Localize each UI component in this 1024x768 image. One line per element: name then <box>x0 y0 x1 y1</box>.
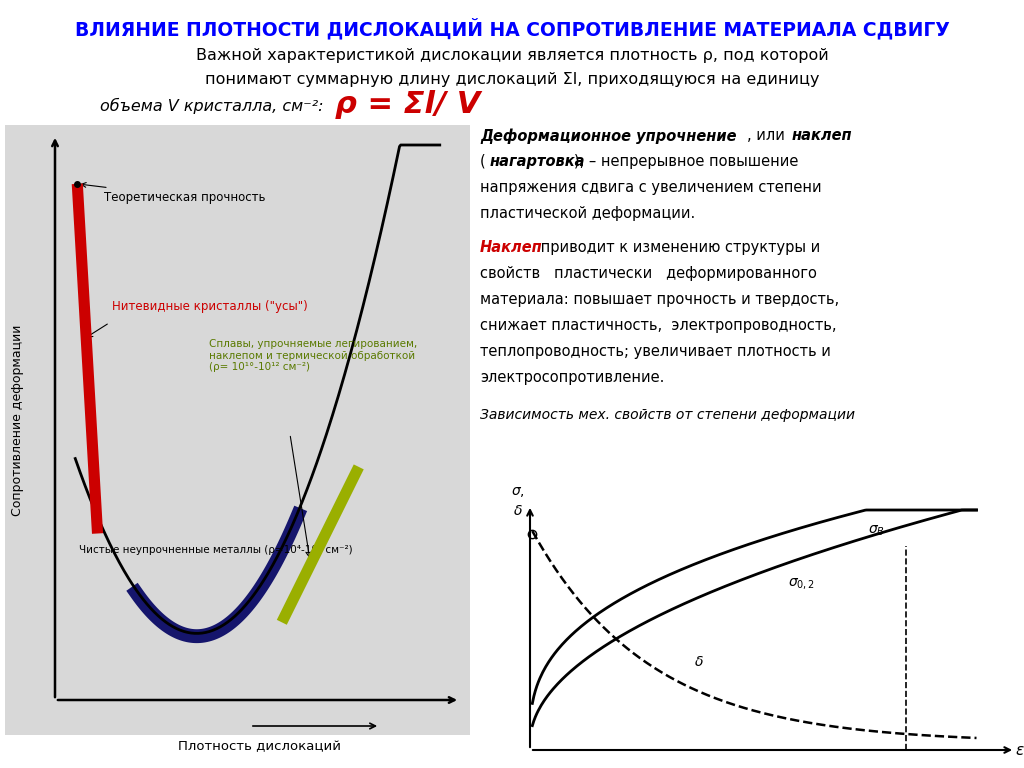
Text: ρ = Σl/ V: ρ = Σl/ V <box>335 90 480 119</box>
Text: $\delta$: $\delta$ <box>694 655 705 669</box>
Text: Наклеп: Наклеп <box>480 240 543 255</box>
Text: Сплавы, упрочняемые легированием,
наклепом и термической обработкой
(ρ= 10¹°-10¹: Сплавы, упрочняемые легированием, наклеп… <box>209 339 417 372</box>
Text: объема V кристалла, см⁻²:: объема V кристалла, см⁻²: <box>100 98 324 114</box>
Text: $\sigma_{0,2}$: $\sigma_{0,2}$ <box>788 578 816 592</box>
Text: $\sigma_B$: $\sigma_B$ <box>868 524 886 538</box>
Text: понимают суммарную длину дислокаций Σl, приходящуюся на единицу: понимают суммарную длину дислокаций Σl, … <box>205 72 819 87</box>
Text: ), – непрерывное повышение: ), – непрерывное повышение <box>574 154 799 169</box>
Text: напряжения сдвига с увеличением степени: напряжения сдвига с увеличением степени <box>480 180 821 195</box>
Text: Сопротивление деформации: Сопротивление деформации <box>11 324 25 515</box>
Text: нагартовка: нагартовка <box>490 154 586 169</box>
Text: $\delta$: $\delta$ <box>513 504 523 518</box>
Text: (: ( <box>480 154 485 169</box>
Text: Теоретическая прочность: Теоретическая прочность <box>81 183 265 204</box>
Text: свойств   пластически   деформированного: свойств пластически деформированного <box>480 266 817 281</box>
FancyBboxPatch shape <box>5 125 470 735</box>
Text: ВЛИЯНИЕ ПЛОТНОСТИ ДИСЛОКАЦИЙ НА СОПРОТИВЛЕНИЕ МАТЕРИАЛА СДВИГУ: ВЛИЯНИЕ ПЛОТНОСТИ ДИСЛОКАЦИЙ НА СОПРОТИВ… <box>75 18 949 39</box>
Text: электросопротивление.: электросопротивление. <box>480 370 665 385</box>
Text: материала: повышает прочность и твердость,: материала: повышает прочность и твердост… <box>480 292 839 307</box>
Text: наклеп: наклеп <box>792 128 853 143</box>
Text: $\sigma,$: $\sigma,$ <box>511 485 525 499</box>
Text: Зависимость мех. свойств от степени деформации: Зависимость мех. свойств от степени дефо… <box>480 408 855 422</box>
Text: пластической деформации.: пластической деформации. <box>480 206 695 221</box>
Text: Чистые неупрочненные металлы (ρ=10⁴-10⁶ см⁻²): Чистые неупрочненные металлы (ρ=10⁴-10⁶ … <box>79 545 353 554</box>
Text: теплопроводность; увеличивает плотность и: теплопроводность; увеличивает плотность … <box>480 344 830 359</box>
Text: $\varepsilon$: $\varepsilon$ <box>1015 743 1024 758</box>
Text: приводит к изменению структуры и: приводит к изменению структуры и <box>536 240 820 255</box>
Text: Важной характеристикой дислокации является плотность ρ, под которой: Важной характеристикой дислокации являет… <box>196 48 828 63</box>
Text: Деформационное упрочнение: Деформационное упрочнение <box>480 128 736 144</box>
Text: Нитевидные кристаллы ("усы"): Нитевидные кристаллы ("усы") <box>112 300 307 313</box>
Text: Плотность дислокаций: Плотность дислокаций <box>178 740 341 753</box>
Text: , или: , или <box>746 128 790 143</box>
Text: снижает пластичность,  электропроводность,: снижает пластичность, электропроводность… <box>480 318 837 333</box>
